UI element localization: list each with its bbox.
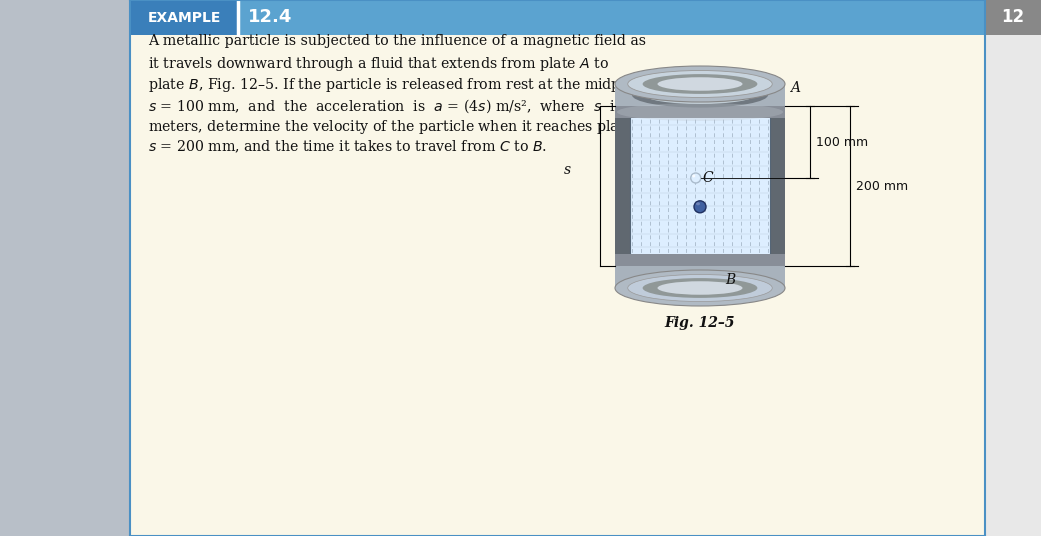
Bar [985,0,1041,536]
Bar [615,84,785,106]
Ellipse shape [644,86,756,104]
Text: EXAMPLE: EXAMPLE [148,11,221,25]
Bar [615,106,785,118]
Text: plate $B$, Fig. 12–5. If the particle is released from rest at the midpoint $C$,: plate $B$, Fig. 12–5. If the particle is… [148,76,667,94]
Ellipse shape [628,274,772,301]
Bar [985,0,1041,35]
Text: 200 mm: 200 mm [856,180,908,192]
Bar [630,106,769,266]
Text: C: C [703,171,713,185]
Text: 100 mm: 100 mm [816,136,868,148]
Bar [615,254,785,266]
Bar [130,0,985,35]
Text: 12: 12 [1001,9,1024,26]
Text: it travels downward through a fluid that extends from plate $A$ to: it travels downward through a fluid that… [148,55,609,73]
Text: A metallic particle is subjected to the influence of a magnetic field as: A metallic particle is subjected to the … [148,34,646,48]
Text: Fig. 12–5: Fig. 12–5 [665,316,735,330]
Text: $s$ = 200 mm, and the time it takes to travel from $C$ to $B$.: $s$ = 200 mm, and the time it takes to t… [148,139,548,155]
Bar [615,106,630,266]
Polygon shape [0,0,985,536]
Ellipse shape [658,77,742,91]
Bar [130,0,985,536]
Ellipse shape [642,278,758,298]
Text: meters, determine the velocity of the particle when it reaches plate $B$,: meters, determine the velocity of the pa… [148,118,652,136]
Ellipse shape [658,281,742,295]
Text: s: s [564,163,572,177]
Bar [769,106,785,266]
Ellipse shape [615,270,785,306]
Bar [679,106,721,266]
Text: B: B [726,273,736,287]
Text: A: A [790,81,799,95]
Ellipse shape [642,74,758,94]
Bar [615,106,785,266]
Ellipse shape [632,83,768,108]
Text: 12.4: 12.4 [248,9,293,26]
Bar [615,266,785,288]
Ellipse shape [691,173,701,183]
Ellipse shape [696,202,700,205]
Bar [130,0,238,35]
Text: $s$ = 100 mm,  and  the  acceleration  is  $a$ = (4$s$) m/s²,  where  $s$  is  i: $s$ = 100 mm, and the acceleration is $a… [148,97,645,115]
Ellipse shape [617,103,783,121]
Ellipse shape [628,71,772,98]
Ellipse shape [692,175,695,177]
Ellipse shape [694,201,706,213]
Ellipse shape [615,66,785,102]
